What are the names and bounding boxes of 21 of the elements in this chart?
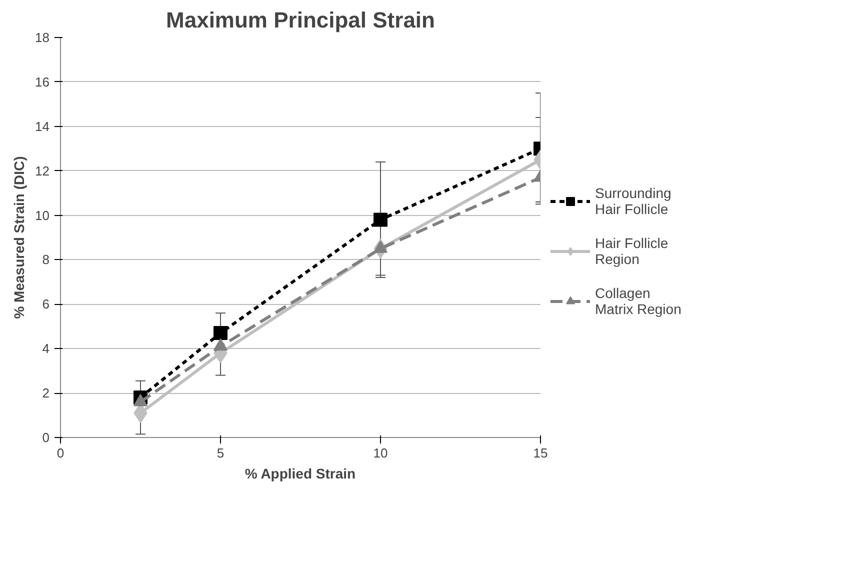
legend-label: Collagen Matrix Region [595,285,682,317]
y-axis-title: % Measured Strain (DIC) [11,156,28,319]
x-tick-label: 0 [56,446,64,460]
y-tick-label: 0 [42,430,50,445]
x-tick-label: 15 [533,446,548,460]
x-tick-label: 10 [373,446,388,460]
y-tick-label: 10 [35,208,50,223]
y-tick-label: 12 [35,163,50,178]
y-tick-label: 2 [42,386,50,401]
y-tick-label: 4 [42,341,50,356]
legend-label: Surrounding Hair Follicle [595,185,672,217]
y-tick-label: 18 [35,30,50,45]
x-axis-title: % Applied Strain [244,466,356,482]
chart-title: Maximum Principal Strain [166,8,435,32]
x-tick-label: 5 [216,446,224,460]
y-tick-label: 8 [42,252,50,268]
y-tick-label: 6 [42,296,50,312]
legend-label: Hair Follicle Region [595,235,668,267]
y-tick-label: 14 [35,118,50,134]
point [214,326,228,340]
y-tick-label: 16 [35,74,50,90]
